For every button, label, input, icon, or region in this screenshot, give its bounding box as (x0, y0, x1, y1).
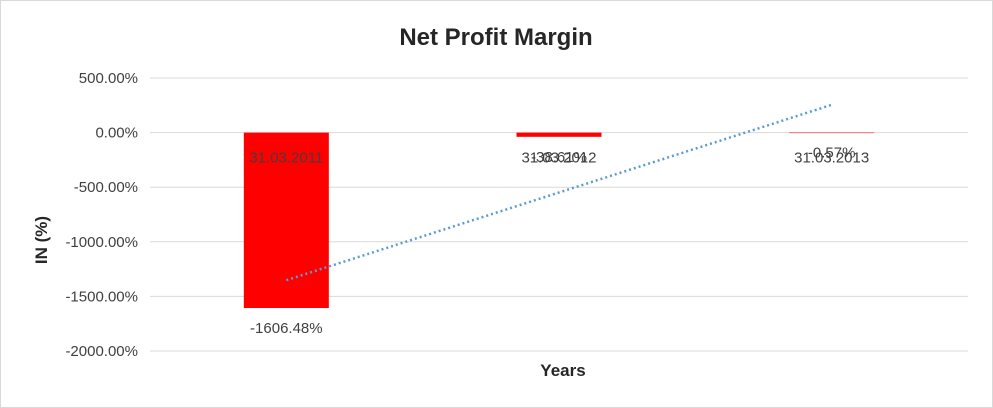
y-tick-label: -1000.00% (65, 234, 138, 251)
x-axis-title: Years (540, 361, 585, 380)
y-tick-label: 500.00% (79, 70, 138, 87)
category-label: 31.03.2011 (249, 150, 323, 167)
y-tick-label: -500.00% (74, 179, 138, 196)
bar (516, 132, 602, 137)
y-tick-label: -2000.00% (65, 343, 138, 360)
trendline-line (285, 103, 833, 282)
y-tick-label: -1500.00% (65, 288, 138, 305)
trendline (285, 103, 833, 282)
data-labels: -1606.48% -38.61% -0.57% (250, 145, 855, 337)
data-label: -0.57% (808, 145, 856, 162)
category-label: 31.03.2012 (521, 150, 596, 167)
y-axis-title: IN (%) (32, 216, 51, 264)
category-label: 31.03.2013 (794, 150, 869, 167)
bars (243, 132, 875, 309)
data-label: -1606.48% (250, 320, 323, 337)
chart-title: Net Profit Margin (399, 24, 592, 51)
y-axis-ticks: 500.00% 0.00% -500.00% -1000.00% -1500.00% -2… (65, 70, 138, 360)
bar (789, 132, 875, 134)
data-label: -38.61% (531, 149, 587, 166)
category-labels: 31.03.2011 31.03.2012 31.03.2013 (249, 150, 869, 167)
y-tick-label: 0.00% (95, 125, 138, 142)
bar (243, 132, 329, 309)
